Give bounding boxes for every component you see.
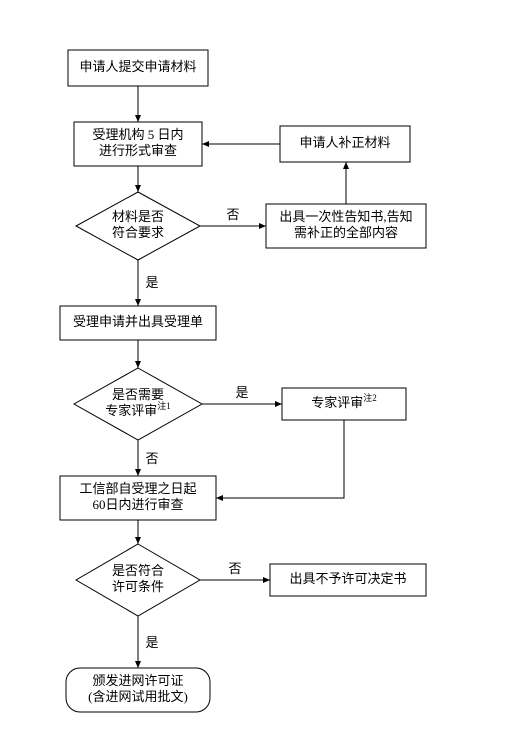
svg-text:颁发进网许可证: 颁发进网许可证 (92, 673, 183, 688)
svg-text:申请人补正材料: 申请人补正材料 (299, 135, 390, 150)
svg-text:材料是否: 材料是否 (112, 209, 164, 224)
svg-text:(含进网试用批文): (含进网试用批文) (88, 689, 188, 704)
node-n9: 工信部自受理之日起60日内进行审查 (60, 476, 216, 520)
edge-label: 否 (145, 451, 158, 466)
svg-text:需补正的全部内容: 需补正的全部内容 (294, 225, 398, 240)
node-n2: 受理机构 5 日内进行形式审查 (74, 122, 202, 166)
svg-text:受理机构 5 日内: 受理机构 5 日内 (92, 127, 183, 142)
svg-text:受理申请并出具受理单: 受理申请并出具受理单 (73, 314, 203, 329)
node-n5: 出具一次性告知书,告知需补正的全部内容 (266, 204, 426, 248)
node-n12: 颁发进网许可证(含进网试用批文) (66, 668, 210, 712)
node-n8: 专家评审注2 (282, 388, 406, 420)
svg-text:出具一次性告知书,告知: 出具一次性告知书,告知 (279, 209, 412, 224)
node-n1: 申请人提交申请材料 (68, 50, 208, 86)
edge-label: 是 (145, 275, 158, 290)
svg-text:申请人提交申请材料: 申请人提交申请材料 (79, 59, 196, 74)
svg-text:许可条件: 许可条件 (112, 579, 164, 594)
svg-text:60日内进行审查: 60日内进行审查 (92, 497, 183, 512)
edge-label: 是 (145, 635, 158, 650)
svg-text:工信部自受理之日起: 工信部自受理之日起 (79, 481, 196, 496)
svg-text:是否需要: 是否需要 (112, 387, 164, 402)
edge-label: 否 (226, 207, 239, 222)
node-n7: 是否需要专家评审注1 (74, 368, 202, 440)
node-n4: 材料是否符合要求 (76, 192, 200, 260)
flowchart-canvas: 否是是否否是申请人提交申请材料受理机构 5 日内进行形式审查申请人补正材料材料是… (0, 0, 506, 754)
edge-label: 否 (228, 561, 241, 576)
svg-text:是否符合: 是否符合 (112, 563, 164, 578)
node-n10: 是否符合许可条件 (76, 544, 200, 616)
node-n11: 出具不予许可决定书 (270, 564, 426, 596)
edge-label: 是 (235, 385, 248, 400)
edge (216, 420, 344, 498)
node-n3: 申请人补正材料 (280, 126, 410, 162)
svg-text:出具不予许可决定书: 出具不予许可决定书 (289, 571, 406, 586)
node-n6: 受理申请并出具受理单 (60, 306, 216, 340)
svg-text:符合要求: 符合要求 (112, 225, 164, 240)
svg-text:进行形式审查: 进行形式审查 (99, 143, 177, 158)
